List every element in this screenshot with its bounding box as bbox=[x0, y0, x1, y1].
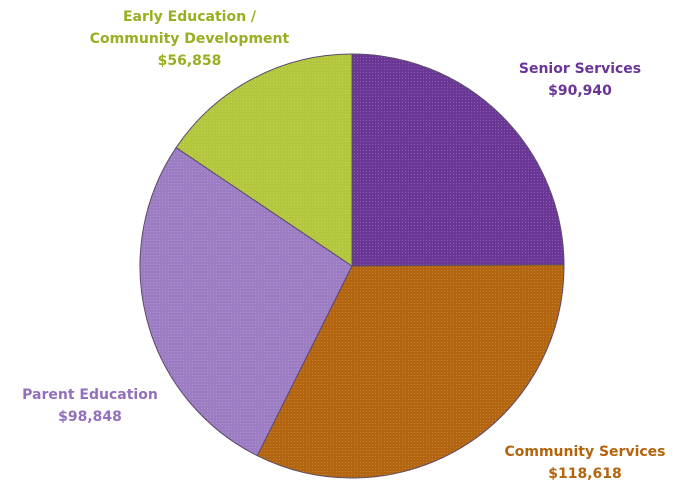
slice-name: Community Services bbox=[504, 444, 666, 460]
slice-value: $90,940 bbox=[548, 83, 612, 99]
slice-value: $56,858 bbox=[157, 53, 222, 69]
slice-name: Senior Services bbox=[518, 61, 642, 77]
slice-label: Senior Services $90,940 bbox=[490, 58, 670, 102]
slice-label: Community Services $118,618 bbox=[480, 441, 684, 485]
slice-texture bbox=[140, 147, 352, 456]
slice-texture bbox=[257, 264, 564, 478]
slice-label: Early Education / Community Development $… bbox=[82, 6, 297, 72]
slice-value: $118,618 bbox=[548, 466, 622, 482]
slice-name: Parent Education bbox=[22, 387, 158, 403]
slice-texture bbox=[352, 54, 564, 266]
slice-name: Early Education / Community Development bbox=[89, 9, 290, 47]
slice-label: Parent Education $98,848 bbox=[0, 384, 180, 428]
slice-value: $98,848 bbox=[58, 409, 122, 425]
slice-texture bbox=[176, 54, 352, 266]
